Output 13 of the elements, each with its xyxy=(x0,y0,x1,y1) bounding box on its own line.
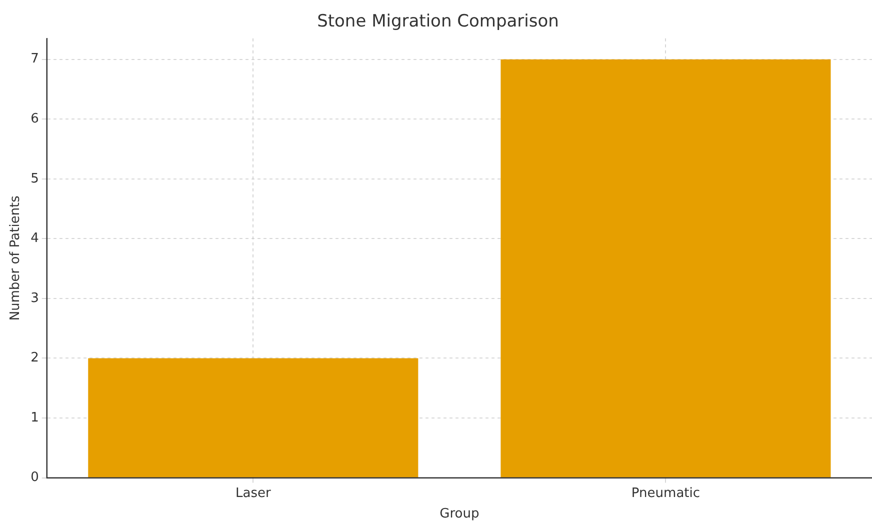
x-tick-label: Pneumatic xyxy=(631,486,700,501)
y-tick-label: 1 xyxy=(30,410,39,426)
y-tick-label: 6 xyxy=(30,111,39,126)
y-axis-title: Number of Patients xyxy=(8,195,24,321)
x-tick-label: Laser xyxy=(235,486,272,501)
y-tick-label: 4 xyxy=(30,231,39,246)
y-tick-label: 7 xyxy=(30,52,39,67)
x-axis-title: Group xyxy=(440,506,480,522)
y-tick-label: 0 xyxy=(30,470,39,486)
y-tick-label: 5 xyxy=(30,171,39,186)
y-tick-label: 2 xyxy=(30,350,39,366)
chart-title: Stone Migration Comparison xyxy=(317,12,559,32)
y-tick-label: 3 xyxy=(30,290,39,306)
